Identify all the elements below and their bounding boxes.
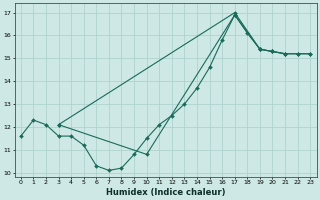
X-axis label: Humidex (Indice chaleur): Humidex (Indice chaleur): [106, 188, 225, 197]
